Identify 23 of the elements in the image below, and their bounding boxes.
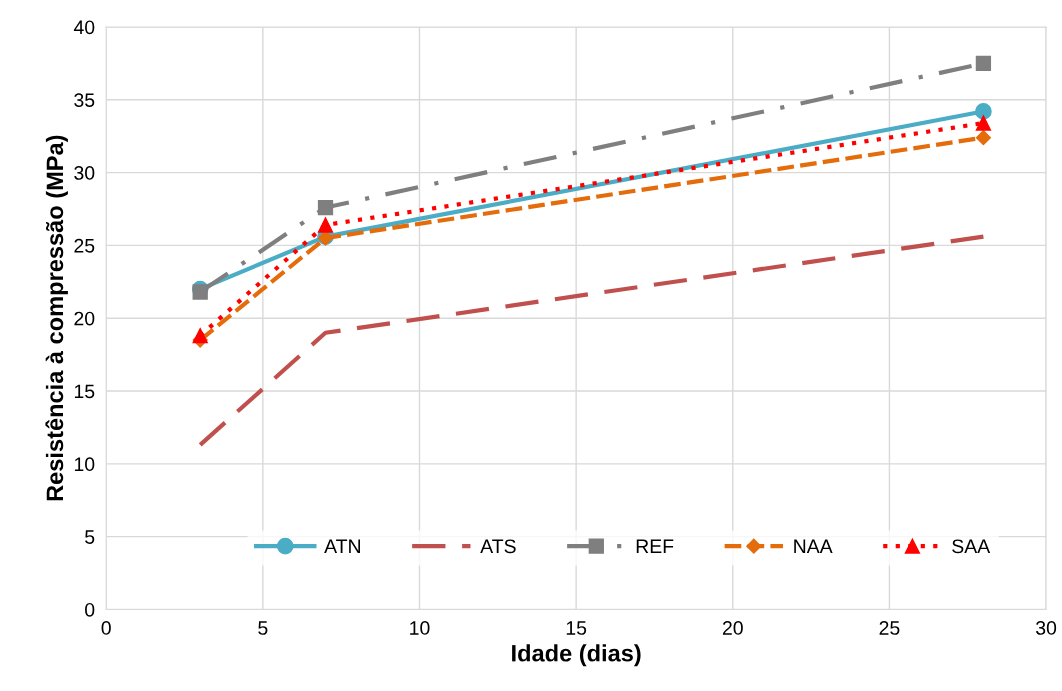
y-tick-label: 40 [73, 20, 95, 35]
legend-label: ATN [324, 539, 360, 553]
x-tick-label: 10 [410, 621, 430, 635]
legend-label: SAA [952, 539, 991, 554]
legend-label: NAA [794, 539, 833, 553]
x-tick-label: 20 [722, 621, 743, 635]
legend-label: REF [636, 539, 674, 553]
x-axis-title: Idade (dias) [512, 644, 641, 667]
y-tick-label: 35 [74, 93, 95, 107]
x-tick-label: 15 [566, 621, 587, 635]
x-tick-label: 30 [1036, 621, 1057, 635]
x-tick-label: 25 [879, 621, 900, 635]
y-tick-label: 5 [85, 530, 95, 544]
y-tick-label: 25 [74, 238, 95, 253]
y-axis-title: Resistência à compressão (MPa) [45, 135, 68, 501]
y-tick-label: 0 [85, 602, 95, 617]
legend-label: ATS [480, 539, 516, 554]
y-tick-label: 30 [74, 166, 95, 180]
x-tick-label: 5 [258, 621, 268, 635]
y-tick-label: 15 [74, 384, 95, 399]
x-tick-label: 0 [101, 621, 111, 635]
y-tick-label: 10 [74, 457, 95, 472]
y-tick-label: 20 [74, 311, 95, 326]
